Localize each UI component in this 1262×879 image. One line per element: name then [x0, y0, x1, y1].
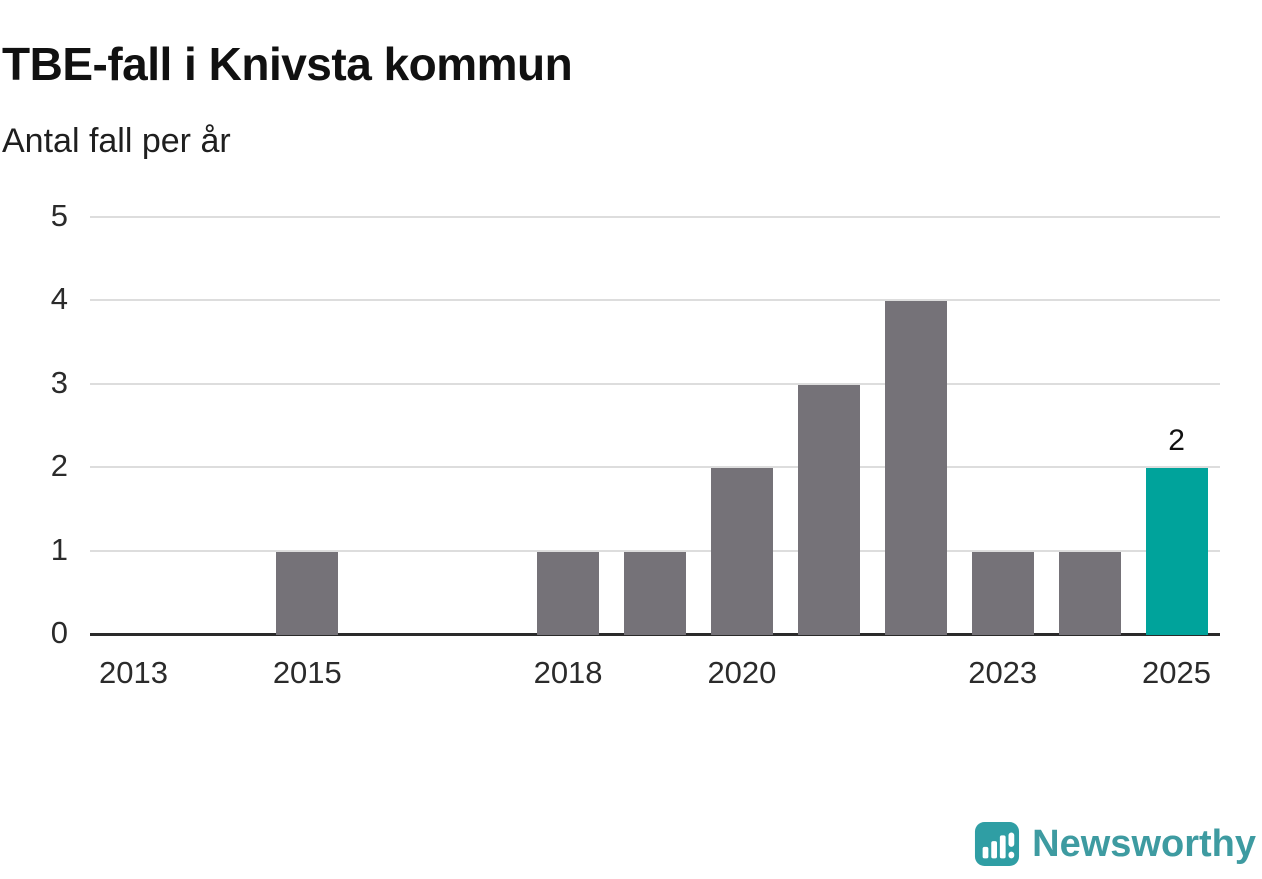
gridline-3 [90, 382, 1220, 385]
brand-name: Newsworthy [1032, 822, 1256, 865]
chart-subtitle: Antal fall per år [2, 122, 231, 160]
bar-2021 [797, 384, 860, 635]
newsworthy-logo-icon [974, 821, 1020, 867]
bar-2019 [624, 551, 686, 635]
bar-2025 [1145, 468, 1208, 635]
bar-2020 [710, 468, 773, 635]
y-tick-label-2: 2 [50, 448, 68, 484]
bar-2023 [971, 551, 1034, 635]
x-tick-label-2020: 2020 [707, 655, 777, 690]
bar-value-label: 2 [1168, 424, 1185, 458]
y-tick-label-4: 4 [50, 281, 68, 317]
y-tick-label-3: 3 [50, 364, 68, 400]
bar-2015 [276, 551, 339, 635]
y-tick-label-5: 5 [50, 198, 68, 234]
chart-title: TBE-fall i Knivsta kommun [2, 37, 573, 90]
x-tick-label-2023: 2023 [968, 655, 1038, 690]
gridline-2 [90, 466, 1220, 469]
gridline-4 [90, 299, 1220, 302]
x-tick-label-2025: 2025 [1142, 655, 1212, 690]
x-tick-label-2013: 2013 [98, 655, 168, 690]
x-tick-label-2018: 2018 [533, 655, 603, 690]
bar-2022 [884, 301, 947, 635]
bar-2024 [1058, 551, 1121, 635]
y-axis: 0 1 2 3 4 5 [0, 198, 90, 650]
bar-2018 [537, 551, 600, 635]
gridline-5 [90, 216, 1220, 218]
plot-area: 2 [90, 216, 1220, 636]
y-tick-label-0: 0 [50, 615, 68, 651]
x-tick-label-2015: 2015 [272, 655, 342, 690]
branding-footer: Newsworthy [974, 821, 1256, 867]
x-axis: 2013 2015 2018 2020 2023 2025 [90, 655, 1220, 699]
y-tick-label-1: 1 [50, 531, 68, 567]
gridline-1 [90, 549, 1220, 552]
